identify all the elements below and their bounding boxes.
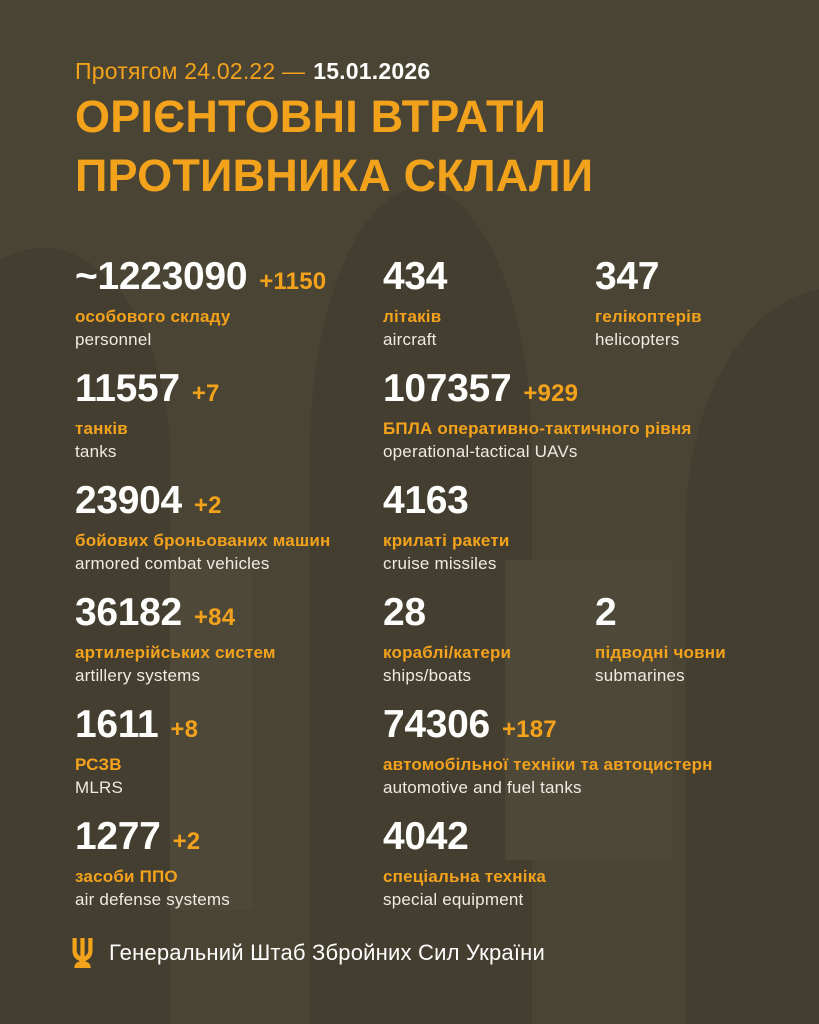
stat-value: 4042 — [383, 815, 469, 858]
page-title-line2: ПРОТИВНИКА СКЛАЛИ — [75, 149, 594, 201]
stat-value: 1611 — [75, 703, 159, 746]
stat-value: 434 — [383, 255, 448, 298]
stat-label-uk: особового складу — [75, 307, 231, 326]
stat-value: ~1223090 — [75, 255, 248, 298]
shell-silhouette-right — [686, 288, 819, 1024]
stat-label-en: aircraft — [383, 330, 437, 349]
stat-artillery: 36182 +84 артилерійських систем artiller… — [75, 590, 383, 702]
footer: Генеральний Штаб Збройних Сил України — [72, 938, 545, 968]
stat-value: 28 — [383, 591, 426, 634]
stat-label-en: ships/boats — [383, 666, 472, 685]
stat-label-uk: автомобільної техніки та автоцистерн — [383, 755, 713, 774]
stat-value: 1277 — [75, 815, 161, 858]
stat-ships: 28 кораблі/катери ships/boats — [383, 590, 595, 702]
footer-org-name: Генеральний Штаб Збройних Сил України — [109, 940, 545, 965]
stat-mlrs: 1611 +8 РСЗВ MLRS — [75, 702, 383, 814]
stat-label-uk: засоби ППО — [75, 867, 178, 886]
stat-label-en: MLRS — [75, 778, 124, 797]
stat-value: 36182 — [75, 591, 182, 634]
stat-air-defense: 1277 +2 засоби ППО air defense systems — [75, 814, 383, 926]
stat-personnel: ~1223090 +1150 особового складу personne… — [75, 254, 383, 366]
stat-delta: +84 — [193, 604, 236, 631]
stat-label-uk: кораблі/катери — [383, 643, 512, 662]
stat-value: 11557 — [75, 367, 180, 410]
page-title-line1: ОРІЄНТОВНІ ВТРАТИ — [75, 91, 547, 142]
stat-delta: +2 — [172, 828, 201, 855]
stat-label-uk: крилаті ракети — [383, 531, 510, 550]
stat-label-uk: літаків — [383, 307, 442, 326]
stat-value: 74306 — [383, 703, 490, 746]
stat-cruise-missiles: 4163 крилаті ракети cruise missiles — [383, 478, 779, 590]
stat-label-uk: РСЗВ — [75, 755, 122, 774]
page-title: ОРІЄНТОВНІ ВТРАТИ ПРОТИВНИКА СКЛАЛИ — [75, 88, 593, 206]
stat-delta: +187 — [501, 716, 557, 743]
stat-special-equipment: 4042 спеціальна техніка special equipmen… — [383, 814, 779, 926]
shell-body-band-left — [170, 560, 252, 910]
stat-label-en: helicopters — [595, 330, 680, 349]
stat-value: 107357 — [383, 367, 512, 410]
stat-delta: +1150 — [259, 268, 327, 295]
stat-label-en: automotive and fuel tanks — [383, 778, 582, 797]
stat-automotive: 74306 +187 автомобільної техніки та авто… — [383, 702, 779, 814]
stat-label-uk: артилерійських систем — [75, 643, 276, 662]
stat-label-uk: спеціальна техніка — [383, 867, 547, 886]
period-label: Протягом 24.02.22 — — [75, 58, 306, 84]
shell-silhouette-left — [0, 248, 170, 1024]
report-date: 15.01.2026 — [313, 58, 431, 84]
stat-value: 2 — [595, 591, 617, 634]
stat-label-uk: підводні човни — [595, 643, 726, 662]
stat-label-uk: гелікоптерів — [595, 307, 702, 326]
trident-icon — [72, 938, 93, 968]
stat-helicopters: 347 гелікоптерів helicopters — [595, 254, 779, 366]
stat-label-en: artillery systems — [75, 666, 201, 685]
stat-value: 347 — [595, 255, 660, 298]
stat-label-en: submarines — [595, 666, 685, 685]
stat-label-en: tanks — [75, 442, 117, 461]
report-period: Протягом 24.02.22 — 15.01.2026 — [75, 58, 430, 85]
stat-label-uk: БПЛА оперативно-тактичного рівня — [383, 419, 692, 438]
stat-delta: +2 — [193, 492, 222, 519]
stats-grid: ~1223090 +1150 особового складу personne… — [75, 254, 779, 926]
stat-uavs: 107357 +929 БПЛА оперативно-тактичного р… — [383, 366, 779, 478]
stat-tanks: 11557 +7 танків tanks — [75, 366, 383, 478]
stat-label-en: cruise missiles — [383, 554, 497, 573]
stat-label-en: air defense systems — [75, 890, 230, 909]
stat-value: 4163 — [383, 479, 469, 522]
stat-label-en: personnel — [75, 330, 152, 349]
stat-label-en: special equipment — [383, 890, 524, 909]
stat-value: 23904 — [75, 479, 182, 522]
stat-submarines: 2 підводні човни submarines — [595, 590, 779, 702]
stat-aircraft: 434 літаків aircraft — [383, 254, 595, 366]
stat-label-uk: танків — [75, 419, 128, 438]
shell-body-band-middle — [505, 560, 672, 860]
stat-label-en: operational-tactical UAVs — [383, 442, 578, 461]
stat-armored-vehicles: 23904 +2 бойових броньованих машин armor… — [75, 478, 383, 590]
stat-delta: +7 — [191, 380, 220, 407]
stat-delta: +929 — [523, 380, 579, 407]
shell-silhouette-middle — [310, 188, 532, 1024]
stat-label-en: armored combat vehicles — [75, 554, 270, 573]
stat-label-uk: бойових броньованих машин — [75, 531, 331, 550]
stat-delta: +8 — [170, 716, 199, 743]
